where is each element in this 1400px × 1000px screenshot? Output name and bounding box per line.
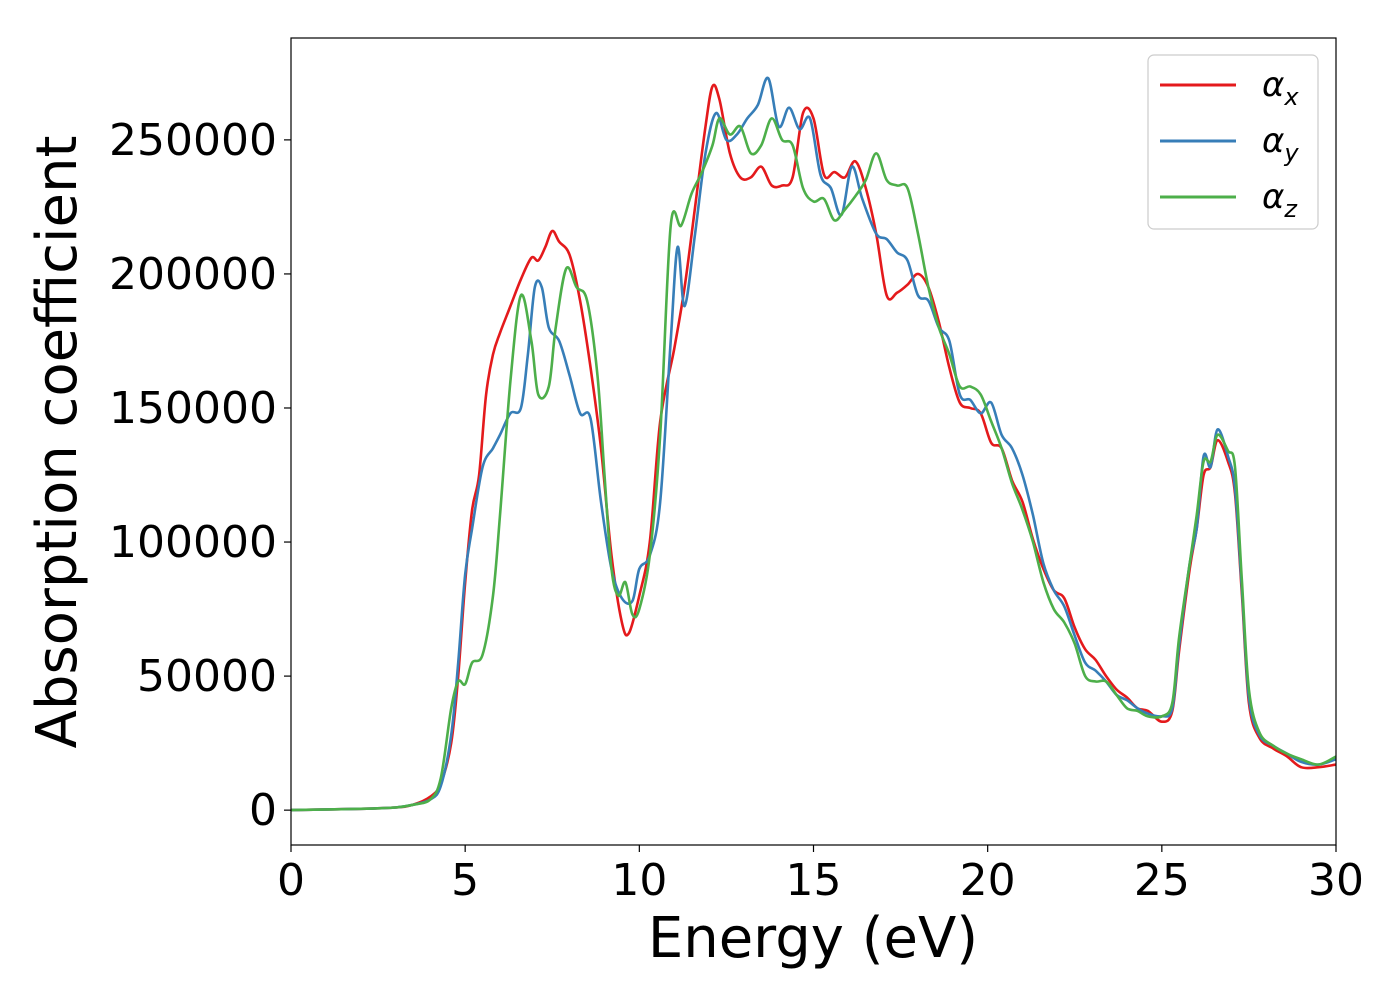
legend-subscript: y	[1283, 139, 1299, 167]
y-tick-label: 250000	[109, 115, 277, 166]
legend-label-alpha-z: αz	[1262, 177, 1298, 223]
legend-symbol: α	[1262, 121, 1284, 161]
legend-label-alpha-x: αx	[1262, 65, 1299, 111]
series-layer	[291, 76, 1336, 812]
y-tick-label: 100000	[109, 517, 277, 568]
series-line-alpha-z	[291, 117, 1336, 812]
legend-symbol: α	[1262, 177, 1284, 217]
legend-symbol: α	[1262, 65, 1284, 105]
x-axis-title: Energy (eV)	[648, 906, 978, 971]
x-tick-label: 15	[786, 855, 842, 906]
y-tick-label: 50000	[137, 651, 277, 702]
legend-subscript: x	[1283, 83, 1299, 111]
x-tick-label: 20	[960, 855, 1016, 906]
y-tick-label: 0	[249, 785, 277, 836]
x-tick-label: 10	[611, 855, 667, 906]
x-tick-label: 5	[451, 855, 479, 906]
legend-label-alpha-y: αy	[1262, 121, 1299, 167]
x-tick-label: 25	[1134, 855, 1190, 906]
y-tick-label: 200000	[109, 249, 277, 300]
x-tick-label: 0	[277, 855, 305, 906]
y-axis: 0 50000 100000 150000 200000 250000	[109, 115, 291, 836]
legend-subscript: z	[1283, 195, 1298, 223]
y-tick-label: 150000	[109, 383, 277, 434]
x-axis: 0 5 10 15 20 25 30	[277, 845, 1364, 906]
x-tick-label: 30	[1308, 855, 1364, 906]
y-axis-title: Absorption coefficient	[25, 136, 90, 749]
